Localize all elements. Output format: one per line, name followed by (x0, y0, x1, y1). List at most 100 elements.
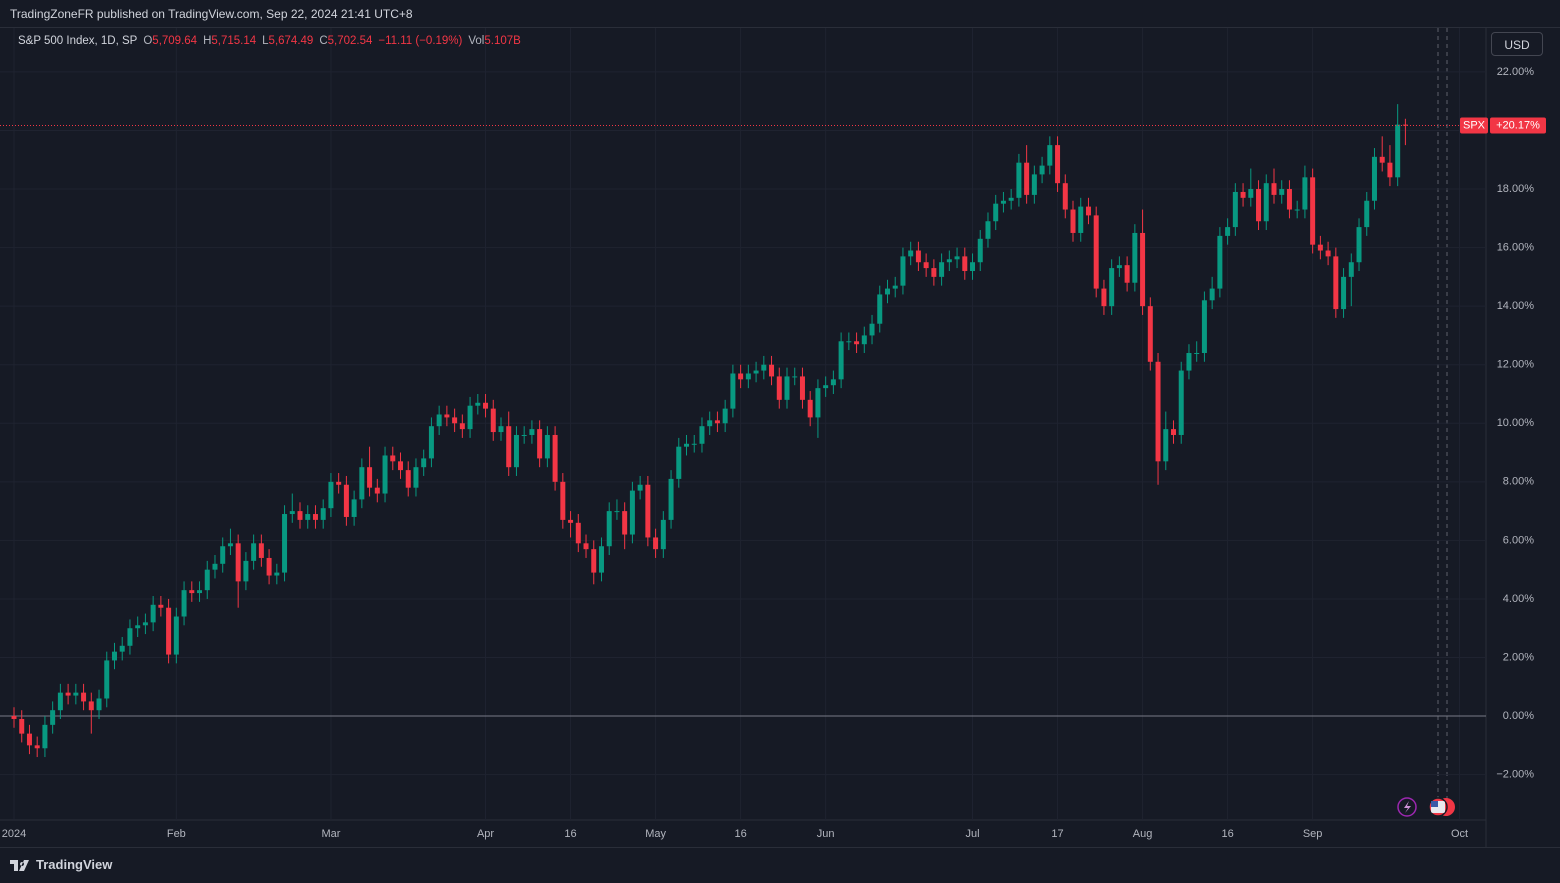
candle-body (1395, 124, 1401, 178)
candle-body (1016, 162, 1022, 198)
candle-body (838, 341, 844, 380)
y-tick-label: 18.00% (1497, 183, 1535, 195)
candle-body (305, 514, 311, 520)
candle-body (1163, 429, 1169, 462)
candle-body (444, 414, 450, 418)
logo-icon (10, 859, 29, 871)
candle-body (227, 543, 233, 547)
candle-body (119, 645, 125, 652)
candle-body (220, 546, 226, 564)
candle-body (908, 250, 914, 257)
candle-body (1140, 232, 1146, 307)
candle-body (312, 514, 318, 520)
candle-body (1248, 189, 1254, 198)
candle-body (1000, 200, 1006, 204)
candle-body (390, 455, 396, 462)
flash-icon[interactable] (1397, 797, 1417, 817)
candle-body (684, 443, 690, 447)
volume-value: 5.107B (484, 35, 521, 47)
x-tick-label: Apr (477, 828, 494, 840)
candle-body (26, 733, 32, 746)
y-tick-label: 4.00% (1503, 593, 1534, 605)
candle-body (598, 546, 604, 573)
chart: 2024 Feb Mar Apr 16 May 16 Jun Jul 17 Aug 16 Sep Oct −… (0, 27, 1560, 848)
candle-body (1055, 145, 1061, 184)
candle-body (830, 379, 836, 386)
candle-body (691, 443, 697, 445)
y-tick-label: 8.00% (1503, 476, 1534, 488)
candle-body (699, 426, 705, 444)
candle-body (1341, 276, 1347, 310)
candle-body (251, 543, 257, 561)
candle-body (583, 543, 589, 550)
change-value: −11.11 (−0.19%) (378, 35, 463, 47)
candle-body (73, 692, 79, 696)
candle-body (985, 221, 991, 239)
candle-body (946, 259, 952, 263)
candle-body (923, 262, 929, 269)
candle-body (405, 470, 411, 488)
candle-body (1240, 191, 1246, 198)
candle-body (544, 434, 550, 459)
flash-glyph (1404, 801, 1411, 813)
candle-body (799, 376, 805, 400)
candle-body (1364, 200, 1370, 228)
y-tick-label: 12.00% (1497, 359, 1535, 371)
candle-body (1387, 162, 1393, 178)
ohlc-legend: S&P 500 Index, 1D, SP O5,709.64 H5,715.14 L… (18, 35, 527, 47)
x-tick-label: May (645, 828, 666, 840)
candle-body (1271, 183, 1277, 195)
x-tick-label: 16 (1221, 828, 1233, 840)
candle-body (189, 590, 195, 594)
candle-body (81, 692, 87, 702)
candle-body (1209, 288, 1215, 301)
candle-body (1302, 177, 1308, 210)
candle-body (1008, 197, 1014, 201)
candle-body (11, 716, 17, 719)
candle-body (776, 376, 782, 400)
candle-body (1178, 370, 1184, 435)
candle-body (1333, 256, 1339, 310)
candle-body (34, 745, 40, 749)
candle-body (614, 511, 620, 513)
candle-body (637, 484, 643, 491)
candle-body (529, 429, 535, 435)
x-tick-label: Jul (965, 828, 979, 840)
event-icons[interactable] (1397, 797, 1455, 817)
x-tick-label: 17 (1051, 828, 1063, 840)
candle-body (591, 549, 597, 573)
candle-body (931, 268, 937, 277)
candle-body (730, 373, 736, 409)
candle-body (1379, 156, 1385, 163)
candle-body (1371, 156, 1377, 201)
candle-body (475, 402, 481, 406)
grid (0, 28, 1486, 820)
candle-body (343, 484, 349, 517)
candle-body (807, 399, 813, 418)
candle-body (1132, 232, 1138, 283)
candle-body (784, 376, 790, 400)
candle-body (1124, 265, 1130, 283)
candle-body (575, 522, 581, 544)
candle-body (336, 481, 342, 485)
candle-body (1186, 352, 1192, 371)
candle-body (738, 373, 744, 380)
candle-body (1294, 209, 1300, 211)
candle-body (568, 519, 574, 523)
candle-body (158, 604, 164, 608)
candle-body (1402, 124, 1408, 126)
candle-body (861, 335, 867, 345)
candle-body (629, 490, 635, 535)
currency-button[interactable]: USD (1491, 32, 1543, 56)
candle-body (1317, 244, 1323, 251)
candle-body (1085, 206, 1091, 216)
candle-body (204, 569, 210, 591)
candle-body (676, 446, 682, 479)
candles (11, 104, 1408, 758)
candle-body (1147, 306, 1153, 362)
candle-body (197, 590, 203, 594)
footer-logo: TradingView (10, 857, 112, 872)
candle-body (745, 373, 751, 380)
candle-body (823, 385, 829, 389)
